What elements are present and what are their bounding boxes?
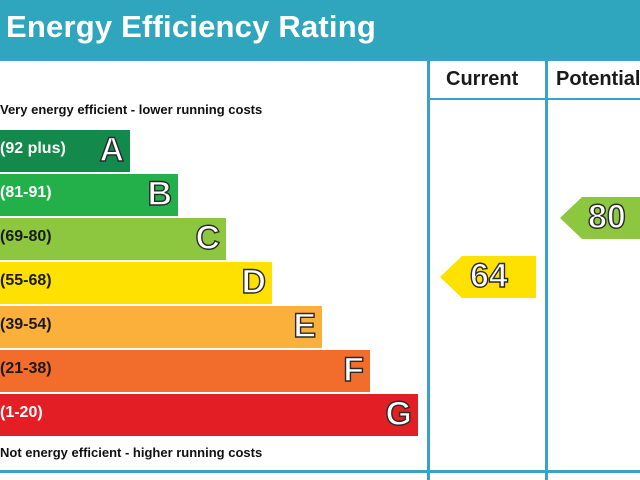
band-g-letter: G	[385, 394, 413, 433]
band-g-range: (1-20)	[0, 404, 43, 421]
potential-rating-value: 80	[587, 197, 626, 236]
band-d-letter: D	[241, 262, 267, 301]
band-a-range: (92 plus)	[0, 140, 66, 157]
band-f-letter: F	[343, 350, 365, 389]
band-a: (92 plus) A	[0, 130, 130, 172]
band-f-range: (21-38)	[0, 360, 52, 377]
bottom-note: Not energy efficient - higher running co…	[0, 445, 263, 460]
frame-line-header-bottom	[428, 98, 640, 100]
frame-line-left-divider	[427, 61, 430, 480]
current-rating-arrow-shape	[440, 256, 536, 298]
frame-line-bottom	[0, 470, 640, 473]
band-b-range: (81-91)	[0, 184, 52, 201]
current-rating-arrow: 64	[440, 256, 536, 298]
current-rating-arrow-fill	[440, 256, 536, 298]
column-header-current: Current	[446, 68, 519, 90]
band-c: (69-80) C	[0, 218, 226, 260]
band-g: (1-20) G	[0, 394, 418, 436]
band-b: (81-91) B	[0, 174, 178, 216]
band-c-letter: C	[195, 218, 221, 257]
potential-rating-arrow-shape	[560, 197, 640, 239]
band-a-letter: A	[99, 130, 125, 169]
top-note: Very energy efficient - lower running co…	[0, 102, 263, 117]
chart-title: Energy Efficiency Rating	[6, 9, 377, 44]
band-d: (55-68) D	[0, 262, 272, 304]
band-e-letter: E	[293, 306, 317, 345]
column-header-potential: Potential	[556, 68, 640, 90]
band-e-range: (39-54)	[0, 316, 52, 333]
current-rating-value: 64	[469, 256, 508, 295]
band-d-range: (55-68)	[0, 272, 52, 289]
band-b-letter: B	[147, 174, 173, 213]
band-e: (39-54) E	[0, 306, 322, 348]
band-f: (21-38) F	[0, 350, 370, 392]
frame-line-top	[0, 58, 640, 61]
band-c-range: (69-80)	[0, 228, 52, 245]
potential-rating-arrow: 80	[560, 197, 640, 239]
title-bar: Energy Efficiency Rating	[0, 0, 640, 58]
frame-line-mid-divider	[545, 61, 548, 480]
potential-rating-arrow-fill	[560, 197, 640, 239]
